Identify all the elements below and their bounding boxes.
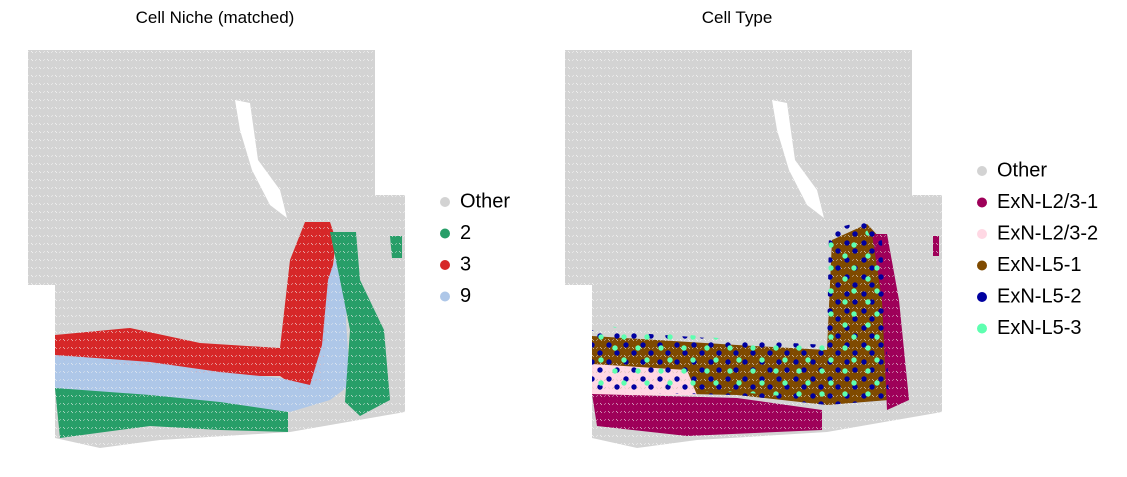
panel-title: Cell Type	[702, 8, 773, 27]
region	[933, 236, 939, 256]
legend-label: Other	[997, 159, 1047, 181]
gap	[235, 100, 287, 218]
legend-marker	[440, 260, 450, 270]
legend-label: ExN-L2/3-1	[997, 191, 1098, 213]
panel-title: Cell Niche (matched)	[136, 8, 295, 27]
legend-label: ExN-L5-3	[997, 317, 1081, 339]
legend-marker	[977, 166, 987, 176]
legend-marker	[977, 292, 987, 302]
legend-marker	[977, 260, 987, 271]
legend-marker	[440, 228, 450, 239]
legend-label: ExN-L5-2	[997, 285, 1081, 307]
legend-marker	[977, 197, 987, 208]
legend-marker	[977, 323, 987, 334]
legend-label: 2	[460, 222, 471, 244]
legend-marker	[977, 229, 987, 239]
legend: Other 2 3 9	[440, 190, 510, 307]
legend-label: 9	[460, 285, 471, 307]
region	[390, 236, 402, 258]
panel	[28, 50, 405, 448]
region	[55, 388, 288, 438]
region	[55, 250, 350, 412]
legend-label: ExN-L5-1	[997, 254, 1081, 276]
legend: Other ExN-L2/3-1 ExN-L2/3-2 ExN-L5-1 ExN-L5-…	[977, 159, 1098, 339]
legend-marker	[440, 197, 450, 207]
gap	[772, 100, 824, 218]
region	[592, 394, 822, 436]
legend-label: 3	[460, 253, 471, 275]
region	[330, 232, 390, 416]
region	[597, 230, 887, 400]
region	[55, 222, 336, 390]
legend-label: ExN-L2/3-2	[997, 222, 1098, 244]
legend-label: Other	[460, 190, 510, 212]
panel	[565, 50, 942, 448]
legend-marker	[440, 291, 450, 302]
